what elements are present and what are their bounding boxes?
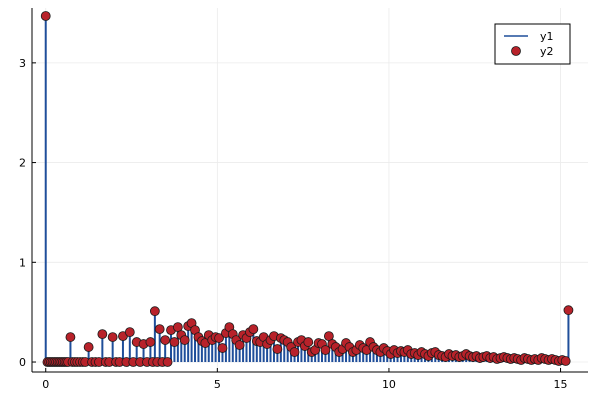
y1-stem-layer [44,15,570,363]
y2-point [65,332,76,342]
y2-point [162,357,173,367]
y2-point [234,340,245,350]
x-tick-label: 5 [214,378,221,391]
y2-point [217,343,228,353]
y2-point [145,337,156,347]
y-tick-label: 1 [19,256,26,269]
y-tick-label: 0 [19,356,26,369]
legend-box [494,23,571,65]
y-tick-label: 2 [19,157,26,170]
y2-point [179,335,190,345]
y2-point [124,327,135,338]
y2-point-layer [40,11,574,367]
y2-point [303,337,314,347]
y2-point [560,356,571,366]
y2-point [272,344,283,354]
legend-y1-label: y1 [540,30,554,43]
x-tick-label: 0 [42,378,49,391]
y2-point [214,333,224,343]
y2-point [248,324,259,335]
x-tick-label: 15 [554,378,568,391]
y2-point [154,324,165,335]
y2-point [40,11,51,21]
y2-point [107,332,118,342]
legend: y1 y2 [494,23,571,65]
x-tick-label: 10 [382,378,396,391]
axis-layer: 0 5 10 15 0 1 2 3 [19,8,588,391]
y2-point [83,342,94,352]
legend-y2-label: y2 [540,45,554,58]
y2-point [320,345,331,355]
y2-point [169,337,180,347]
y2-point [97,329,108,340]
y2-point [149,306,160,317]
y2-point [289,347,300,357]
y2-point [563,305,574,316]
legend-y2-marker [511,46,521,56]
y2-point [160,335,171,345]
y-tick-label: 3 [19,57,26,70]
